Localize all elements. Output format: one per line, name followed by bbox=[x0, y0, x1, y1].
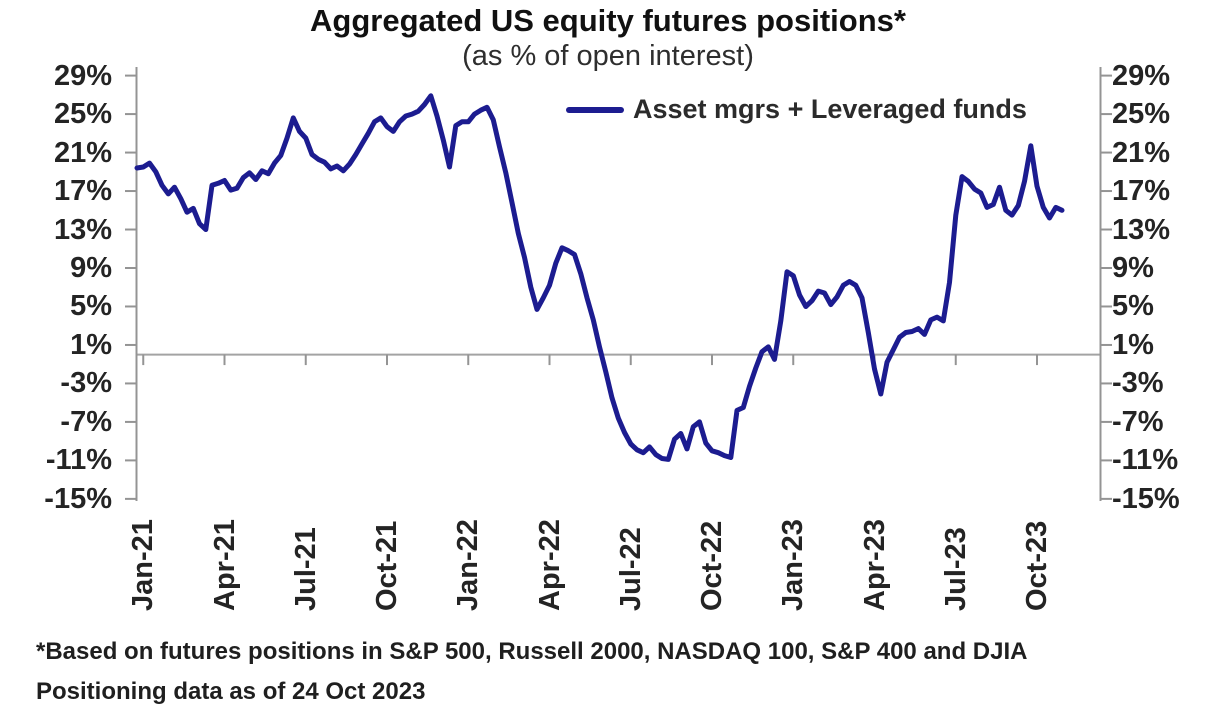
x-axis-label-Jan-21: Jan-21 bbox=[127, 519, 160, 611]
x-axis-label-Jul-22: Jul-22 bbox=[614, 527, 647, 611]
y-axis-label-right--15: -15% bbox=[1112, 482, 1180, 515]
x-axis-label-Jul-21: Jul-21 bbox=[289, 527, 322, 611]
y-axis-label-left--7: -7% bbox=[60, 405, 112, 438]
y-axis-label-left--15: -15% bbox=[44, 482, 112, 515]
x-axis-label-Oct-22: Oct-22 bbox=[696, 520, 728, 611]
y-axis-label-right-5: 5% bbox=[1112, 290, 1154, 323]
legend: Asset mgrs + Leveraged funds bbox=[566, 94, 1027, 125]
y-axis-label-right-29: 29% bbox=[1112, 59, 1171, 92]
y-axis-label-left-21: 21% bbox=[53, 136, 112, 169]
chart-title: Aggregated US equity futures positions* bbox=[310, 3, 906, 38]
legend-series-label: Asset mgrs + Leveraged funds bbox=[633, 94, 1027, 124]
y-axis-label-right-13: 13% bbox=[1112, 213, 1171, 246]
x-axis-label-Jan-23: Jan-23 bbox=[777, 519, 810, 611]
y-axis-label-left-17: 17% bbox=[53, 175, 112, 208]
y-axis-label-right-1: 1% bbox=[1112, 328, 1154, 361]
chart-subtitle: (as % of open interest) bbox=[462, 40, 754, 72]
x-axis-label-Apr-23: Apr-23 bbox=[858, 519, 891, 611]
y-axis-label-right-9: 9% bbox=[1112, 252, 1154, 284]
footnote-asof-date: Positioning data as of 24 Oct 2023 bbox=[36, 678, 426, 705]
y-axis-label-right--7: -7% bbox=[1112, 405, 1164, 438]
x-axis-label-Oct-21: Oct-21 bbox=[371, 520, 403, 611]
y-axis-label-left-13: 13% bbox=[53, 213, 112, 246]
footnote-sources: *Based on futures positions in S&P 500, … bbox=[36, 638, 1028, 665]
x-axis-label-Jul-23: Jul-23 bbox=[939, 527, 972, 611]
y-axis-label-right-17: 17% bbox=[1112, 175, 1171, 208]
x-axis-label-Apr-22: Apr-22 bbox=[533, 519, 566, 611]
y-axis-label-left-25: 25% bbox=[53, 98, 112, 131]
series-line-asset-mgrs-leveraged-funds bbox=[134, 93, 1065, 462]
y-axis-label-right--3: -3% bbox=[1112, 367, 1164, 400]
legend-line-swatch bbox=[566, 106, 624, 113]
y-axis-label-left-5: 5% bbox=[70, 290, 112, 323]
y-axis-label-left-1: 1% bbox=[70, 328, 112, 361]
y-axis-label-right-21: 21% bbox=[1112, 136, 1171, 169]
x-axis-label-Apr-21: Apr-21 bbox=[208, 519, 241, 611]
y-axis-label-left--3: -3% bbox=[60, 367, 112, 400]
x-axis-label-Oct-23: Oct-23 bbox=[1021, 520, 1053, 611]
y-axis-label-right-25: 25% bbox=[1112, 98, 1171, 131]
y-axis-label-left--11: -11% bbox=[45, 444, 112, 477]
y-axis-label-right--11: -11% bbox=[1112, 444, 1179, 477]
y-axis-label-left-29: 29% bbox=[53, 59, 112, 92]
y-axis-label-left-9: 9% bbox=[70, 252, 112, 284]
x-axis-label-Jan-22: Jan-22 bbox=[452, 519, 485, 611]
